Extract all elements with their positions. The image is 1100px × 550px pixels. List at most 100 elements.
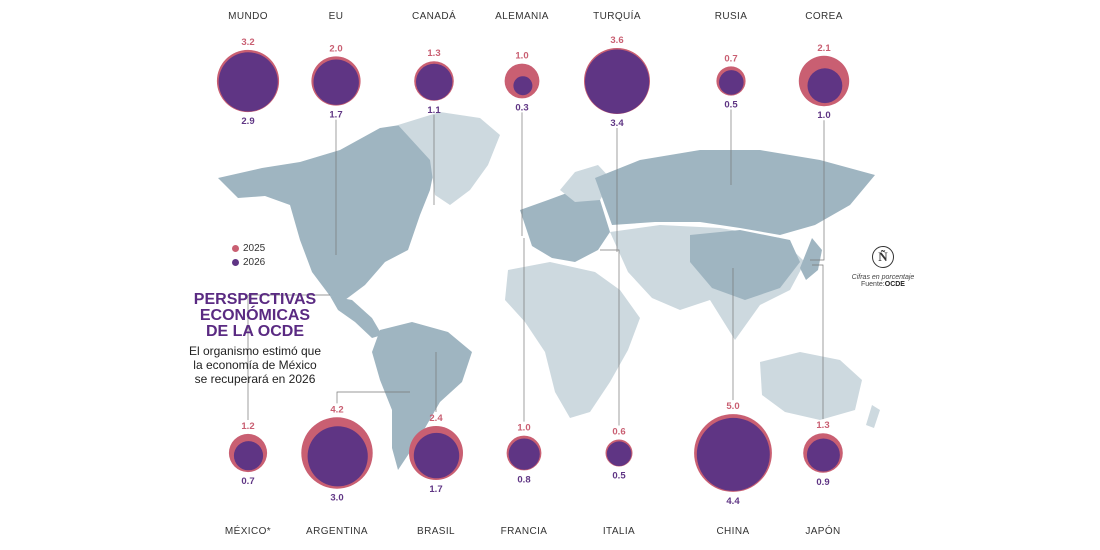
bubble-italia-2026: [606, 441, 632, 467]
map-australia: [760, 352, 862, 420]
value-label-francia-2026: 0.8: [517, 474, 530, 485]
map-south-america: [372, 322, 472, 470]
value-label-china-2025: 5.0: [726, 401, 739, 412]
leader-line-corea: [810, 120, 825, 261]
bubble-canad-2026: [416, 63, 453, 101]
country-label-alemania: ALEMANIA: [495, 11, 549, 22]
value-label-argentina-2026: 3.0: [330, 493, 343, 504]
bubble-group-italia: 0.6 0.5 ITALIA: [603, 427, 635, 538]
value-label-rusia-2025: 0.7: [724, 53, 737, 64]
map-new-zealand: [866, 405, 880, 428]
title-block: PERSPECTIVAS ECONÓMICAS DE LA OCDE El or…: [180, 292, 330, 387]
bubble-brasil-2026: [413, 432, 460, 479]
country-label-canad: CANADÁ: [412, 9, 456, 22]
bubble-francia-2026: [508, 438, 540, 470]
country-label-china: CHINA: [716, 526, 749, 537]
chart-subtitle: El organismo estimó que la economía de M…: [188, 344, 322, 386]
bubble-corea-2026: [807, 68, 843, 104]
legend-item-2025: 2025: [232, 242, 265, 256]
value-label-brasil-2026: 1.7: [429, 484, 442, 495]
bubble-group-francia: 1.0 0.8 FRANCIA: [501, 423, 548, 537]
leader-line-italia: [600, 249, 620, 426]
bubble-mundo-2026: [218, 52, 278, 112]
bubble-group-argentina: 4.2 3.0 ARGENTINA: [301, 404, 373, 537]
country-label-francia: FRANCIA: [501, 526, 548, 537]
map-scandinavia: [560, 165, 612, 202]
leader-line-m-xico: [247, 294, 330, 420]
value-label-china-2026: 4.4: [726, 496, 740, 507]
legend-dot-2025: [232, 244, 239, 252]
value-label-corea-2025: 2.1: [817, 43, 831, 54]
value-label-turqu-a-2026: 3.4: [610, 118, 624, 129]
country-label-eu: EU: [329, 11, 344, 22]
value-label-rusia-2026: 0.5: [724, 100, 738, 111]
legend-dot-2026: [232, 258, 239, 266]
value-label-brasil-2025: 2.4: [429, 413, 443, 424]
bubble-group-rusia: 0.7 0.5 RUSIA: [715, 11, 748, 111]
legend-label-2026: 2026: [243, 257, 266, 268]
country-label-argentina: ARGENTINA: [306, 526, 368, 537]
bubble-turqu-a-2026: [585, 49, 650, 114]
bubble-group-mundo: 3.2 2.9 MUNDO: [216, 11, 280, 127]
leader-line-jap-n: [812, 264, 824, 420]
bubble-jap-n-2026: [806, 438, 840, 472]
source-name: OCDE: [884, 281, 905, 288]
map-japan: [800, 238, 822, 280]
bubble-rusia-2026: [719, 70, 744, 95]
legend: 2025 2026: [232, 242, 265, 270]
value-label-francia-2025: 1.0: [517, 423, 530, 434]
legend-label-2025: 2025: [243, 243, 266, 254]
value-label-italia-2026: 0.5: [612, 471, 626, 482]
bubble-group-eu: 2.0 1.7 EU: [311, 11, 361, 121]
value-label-mundo-2025: 3.2: [241, 37, 254, 48]
bubble-m-xico-2026: [233, 441, 264, 471]
value-label-turqu-a-2025: 3.6: [610, 35, 623, 46]
source-block: Ñ Cifras en porcentaje Fuente:OCDE: [843, 246, 923, 288]
leader-line-argentina: [336, 391, 410, 404]
bubble-group-brasil: 2.4 1.7 BRASIL: [409, 413, 463, 537]
bubble-argentina-2026: [307, 426, 368, 487]
leader-lines: [247, 109, 825, 426]
value-label-m-xico-2026: 0.7: [241, 476, 254, 487]
map-north-america: [218, 122, 440, 300]
map-greenland: [398, 112, 500, 205]
country-label-corea: COREA: [805, 11, 843, 22]
value-label-eu-2025: 2.0: [329, 43, 342, 54]
value-label-alemania-2026: 0.3: [515, 102, 528, 113]
country-label-m-xico: MÉXICO*: [225, 524, 271, 537]
country-label-italia: ITALIA: [603, 526, 635, 537]
map-china: [690, 230, 800, 300]
country-label-mundo: MUNDO: [228, 11, 268, 22]
legend-item-2026: 2026: [232, 256, 265, 270]
units-note: Cifras en porcentaje: [851, 274, 915, 281]
bubble-group-canad: 1.3 1.1 CANADÁ: [412, 9, 456, 116]
map-europe: [520, 190, 610, 262]
value-label-eu-2026: 1.7: [329, 110, 342, 121]
map-africa: [505, 262, 640, 418]
bubble-group-corea: 2.1 1.0 COREA: [798, 11, 850, 121]
country-label-jap-n: JAPÓN: [805, 524, 840, 537]
bubble-group-turqu-a: 3.6 3.4 TURQUÍA: [584, 9, 650, 129]
map-central-america: [330, 296, 382, 338]
value-label-corea-2026: 1.0: [817, 110, 830, 121]
value-label-canad-2025: 1.3: [427, 48, 440, 59]
country-label-rusia: RUSIA: [715, 11, 748, 22]
bubble-eu-2026: [313, 59, 359, 105]
value-label-mundo-2026: 2.9: [241, 116, 254, 127]
bubble-group-alemania: 1.0 0.3 ALEMANIA: [495, 11, 549, 113]
value-label-argentina-2025: 4.2: [330, 404, 343, 415]
bubble-alemania-2026: [513, 76, 533, 96]
source-label: Fuente:: [861, 281, 885, 288]
value-label-canad-2026: 1.1: [427, 105, 441, 116]
value-label-jap-n-2026: 0.9: [816, 477, 829, 488]
country-label-brasil: BRASIL: [417, 526, 455, 537]
bubbles-layer: 3.2 2.9 MUNDO 2.0 1.7 EU 1.3 1.1 CANADÁ 1.0 0.3 ALE…: [216, 9, 850, 538]
world-map: [218, 112, 880, 470]
bubble-group-m-xico: 1.2 0.7 MÉXICO*: [225, 421, 271, 537]
value-label-alemania-2025: 1.0: [515, 51, 528, 62]
value-label-jap-n-2025: 1.3: [816, 420, 829, 431]
value-label-m-xico-2025: 1.2: [241, 421, 254, 432]
bubble-group-jap-n: 1.3 0.9 JAPÓN: [803, 420, 843, 537]
bubble-group-china: 5.0 4.4 CHINA: [694, 401, 772, 537]
